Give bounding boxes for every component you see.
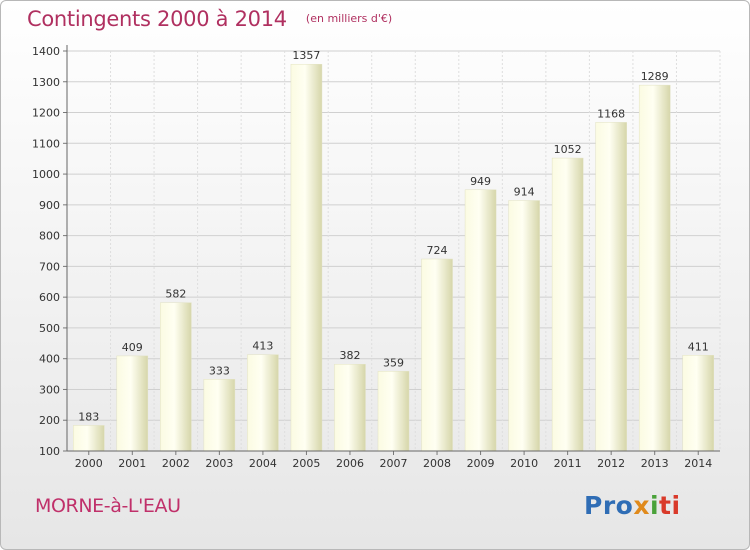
x-tick-label: 2012 [597, 457, 625, 470]
y-tick-label: 300 [39, 383, 60, 396]
x-tick-label: 2001 [118, 457, 146, 470]
data-label: 582 [165, 288, 186, 301]
data-label: 183 [78, 410, 99, 423]
y-tick-label: 1300 [32, 76, 60, 89]
chart-subtitle: (en milliers d'€) [305, 12, 393, 25]
logo-part-2: x [633, 491, 650, 520]
bars [73, 63, 714, 452]
y-tick-label: 800 [39, 230, 60, 243]
bar[interactable] [421, 258, 453, 452]
bar[interactable] [73, 425, 105, 452]
chart-title: Contingents 2000 à 2014 [27, 7, 287, 31]
data-label: 1168 [597, 107, 625, 120]
logo-part-3: i [649, 491, 660, 520]
x-tick-label: 2003 [205, 457, 233, 470]
bar[interactable] [203, 379, 236, 452]
bar[interactable] [334, 363, 366, 452]
y-tick-label: 1200 [32, 107, 60, 120]
y-tick-label: 900 [39, 199, 60, 212]
data-label: 359 [383, 356, 404, 369]
x-tick-label: 2010 [510, 457, 538, 470]
x-tick-label: 2005 [292, 457, 320, 470]
logo-part-4: ti [659, 491, 681, 520]
data-label: 949 [470, 175, 491, 188]
y-tick-label: 1400 [32, 45, 60, 58]
data-label: 409 [122, 341, 143, 354]
data-label: 1289 [641, 70, 669, 83]
data-label: 382 [339, 349, 360, 362]
x-tick-label: 2013 [641, 457, 669, 470]
x-tick-label: 2014 [684, 457, 712, 470]
data-label: 1357 [292, 49, 320, 62]
data-label: 411 [688, 340, 709, 353]
axes: 100 200 300 400 500 600 700 800 900 1000 1100 1200 1… [32, 45, 720, 470]
bar[interactable] [682, 355, 714, 452]
x-tick-label: 2011 [554, 457, 582, 470]
y-tick-label: 200 [39, 414, 60, 427]
y-tick-label: 1100 [32, 137, 60, 150]
y-tick-label: 700 [39, 260, 60, 273]
logo-part-1: Pro [584, 491, 634, 520]
y-tick-label: 100 [39, 445, 60, 458]
x-tick-label: 2009 [467, 457, 495, 470]
bar[interactable] [160, 302, 192, 452]
data-label: 333 [209, 364, 230, 377]
bar[interactable] [638, 84, 671, 452]
y-tick-label: 1000 [32, 168, 60, 181]
data-label: 413 [252, 340, 273, 353]
bar[interactable] [551, 157, 584, 452]
bar[interactable] [508, 200, 540, 452]
y-tick-label: 500 [39, 322, 60, 335]
bar[interactable] [377, 371, 410, 452]
place-name: MORNE-à-L'EAU [35, 495, 181, 517]
proxiti-logo[interactable]: Proxiti [584, 491, 681, 520]
data-label: 914 [514, 186, 535, 199]
x-tick-label: 2004 [249, 457, 277, 470]
x-tick-label: 2007 [380, 457, 408, 470]
title-row: Contingents 2000 à 2014 (en milliers d'€… [27, 7, 392, 31]
labels: 183 409 582 333 413 1357 382 359 724 949 914 1052 11… [78, 49, 708, 423]
x-tick-label: 2000 [75, 457, 103, 470]
y-tick-label: 400 [39, 353, 60, 366]
data-label: 1052 [554, 143, 582, 156]
bar[interactable] [247, 354, 279, 452]
bar[interactable] [116, 355, 149, 452]
x-tick-label: 2002 [162, 457, 190, 470]
bar[interactable] [464, 189, 497, 452]
y-tick-label: 600 [39, 291, 60, 304]
bar[interactable] [595, 122, 627, 452]
x-tick-label: 2008 [423, 457, 451, 470]
bar[interactable] [290, 63, 323, 452]
x-tick-label: 2006 [336, 457, 364, 470]
data-label: 724 [427, 244, 448, 257]
